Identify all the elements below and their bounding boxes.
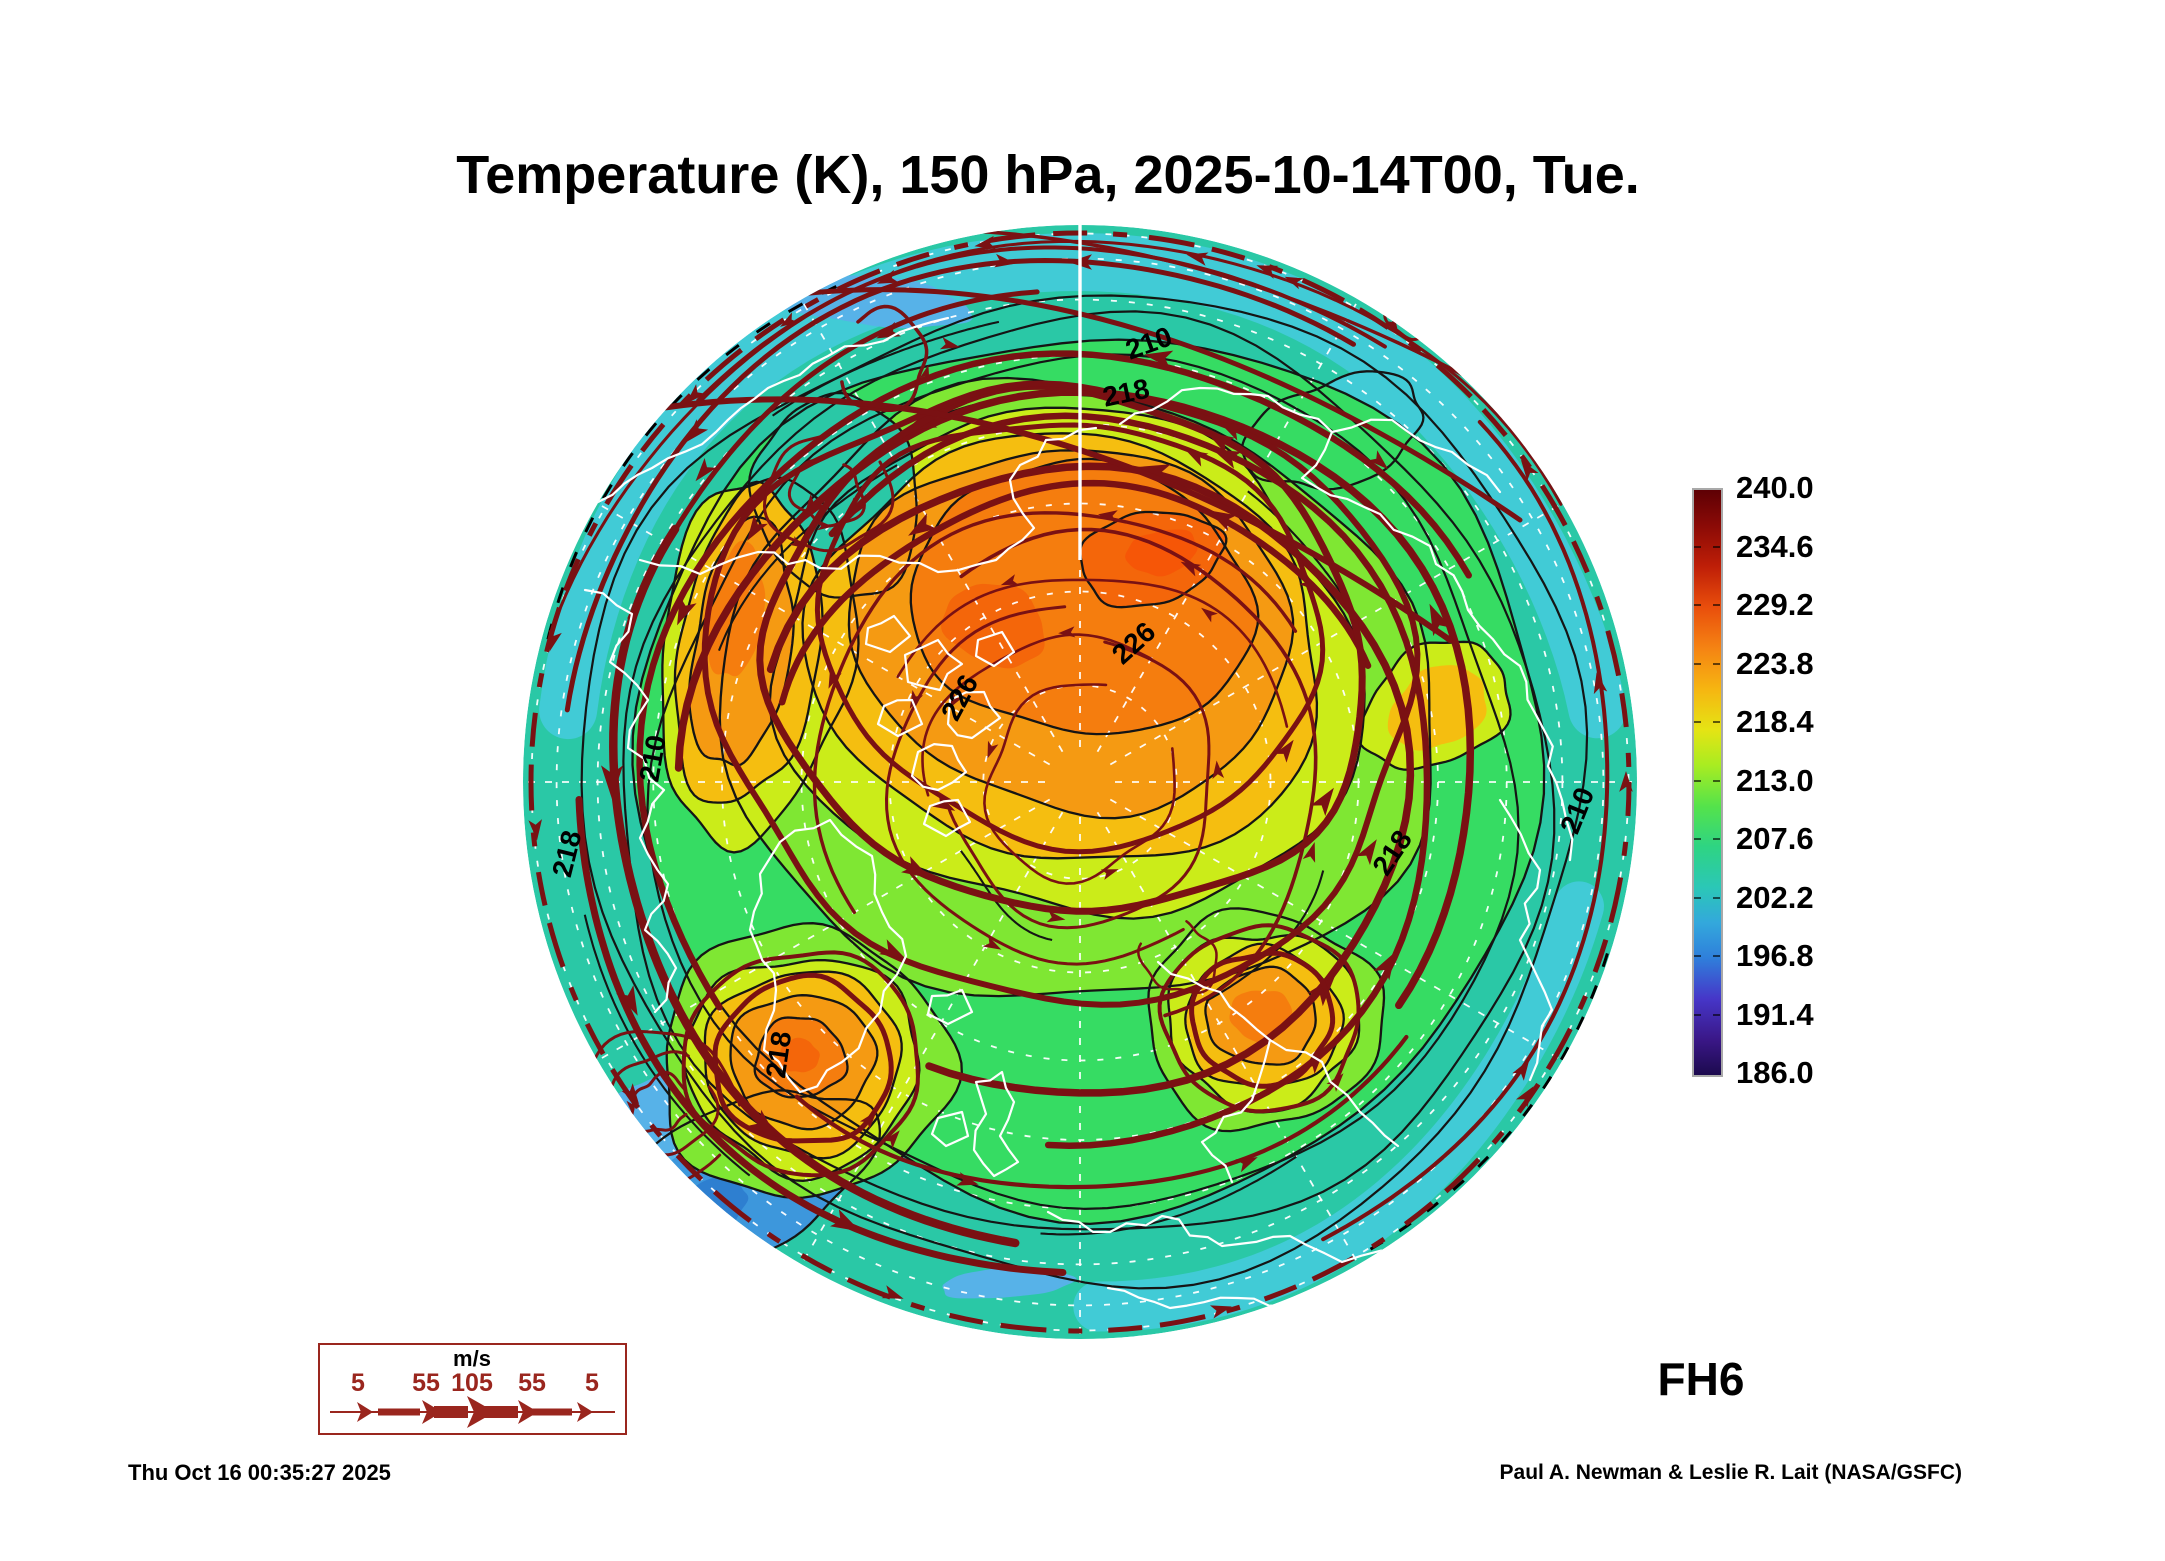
creation-timestamp: Thu Oct 16 00:35:27 2025 — [128, 1460, 391, 1485]
wind-speed-legend: m/s 5 55 105 55 5 — [318, 1343, 627, 1435]
page-title: Temperature (K), 150 hPa, 2025-10-14T00,… — [456, 145, 1640, 205]
large-arrow-icon — [467, 1396, 495, 1428]
small-arrow-icon — [357, 1402, 373, 1422]
forecast-hour-label: FH6 — [1657, 1353, 1745, 1405]
small-arrow-icon — [577, 1402, 593, 1422]
wind-speed-value: 5 — [351, 1369, 365, 1397]
wind-speed-value: 55 — [412, 1369, 440, 1397]
medium-arrow-icon — [422, 1400, 442, 1424]
wind-barb-scale — [330, 1396, 615, 1428]
wind-units-label: m/s — [453, 1346, 491, 1371]
contour-label: 218 — [760, 1029, 797, 1080]
wind-speed-value: 5 — [585, 1369, 599, 1397]
wind-speed-value: 105 — [451, 1369, 493, 1397]
coastlines — [583, 225, 1574, 1314]
wind-speed-value: 55 — [518, 1369, 546, 1397]
wind-streamlines — [528, 228, 1633, 1334]
credit-text: Paul A. Newman & Leslie R. Lait (NASA/GS… — [1499, 1461, 1962, 1484]
medium-arrow-icon — [518, 1400, 538, 1424]
